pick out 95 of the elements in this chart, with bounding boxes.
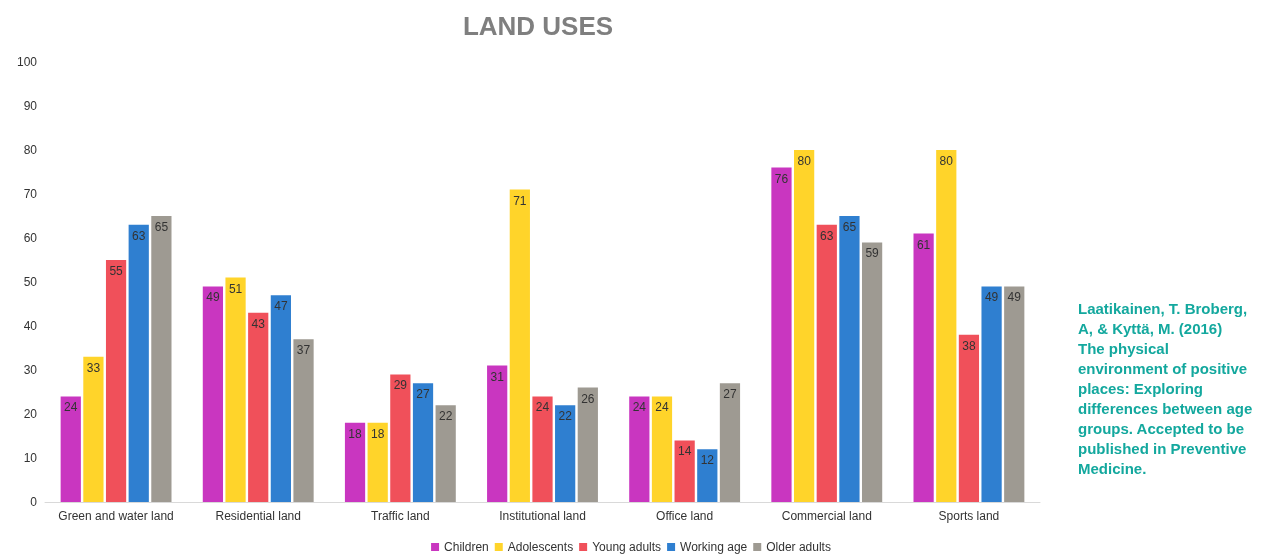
bar [225, 277, 246, 502]
x-tick-label: Commercial land [781, 509, 872, 523]
data-label: 22 [439, 409, 453, 424]
y-tick-label: 60 [23, 231, 38, 245]
data-label: 65 [842, 220, 857, 234]
bar [958, 334, 980, 502]
bar [344, 422, 366, 502]
data-label: 47 [274, 299, 288, 314]
data-label: 24 [64, 400, 78, 415]
data-label: 31 [490, 369, 505, 384]
bar [390, 374, 411, 502]
bar [509, 189, 530, 502]
bar [861, 242, 883, 502]
data-label: 55 [109, 264, 124, 278]
data-label: 38 [962, 338, 976, 353]
bar [719, 383, 741, 502]
x-tick-label: Traffic land [371, 509, 430, 523]
x-tick-label: Green and water land [58, 509, 174, 523]
data-label: 43 [251, 316, 266, 331]
legend-label: Adolescents [507, 540, 574, 554]
data-label: 24 [632, 400, 647, 415]
bar [674, 440, 695, 502]
data-label: 29 [393, 378, 408, 393]
legend-label: Children [444, 540, 489, 554]
bar [435, 405, 456, 502]
data-label: 51 [228, 281, 243, 296]
y-tick-label: 10 [23, 451, 38, 465]
data-label: 26 [581, 391, 595, 406]
x-tick-label: Office land [656, 509, 714, 523]
bar [771, 167, 792, 502]
bar [248, 312, 269, 502]
data-label: 12 [700, 453, 715, 468]
x-tick-label: Residential land [215, 509, 301, 523]
data-label: 33 [86, 360, 101, 375]
bar [487, 365, 508, 502]
bar [577, 387, 598, 502]
bar [367, 422, 388, 502]
data-label: 49 [1007, 290, 1022, 305]
data-label: 76 [774, 171, 789, 186]
bar [936, 150, 957, 502]
bar [913, 233, 934, 502]
chart-title: LAND USES [462, 11, 614, 41]
bar [651, 396, 673, 502]
bar [816, 224, 837, 502]
y-tick-label: 100 [16, 55, 38, 69]
data-label: 27 [416, 387, 431, 402]
y-tick-label: 80 [23, 143, 38, 157]
data-label: 18 [348, 426, 363, 441]
data-label: 37 [296, 343, 311, 358]
bar [794, 150, 815, 502]
bar [839, 216, 860, 502]
bar [293, 339, 314, 502]
data-label: 18 [371, 426, 385, 441]
legend-label: Working age [680, 540, 748, 554]
legend-label: Older adults [766, 540, 831, 554]
data-label: 61 [916, 237, 931, 252]
bar [270, 295, 291, 502]
bar [1004, 286, 1025, 502]
data-label: 49 [984, 290, 999, 305]
data-label: 63 [820, 228, 834, 243]
data-label: 14 [677, 444, 692, 459]
y-tick-label: 50 [23, 275, 38, 289]
y-tick-label: 70 [23, 187, 38, 201]
bar [629, 396, 650, 502]
bar [555, 405, 576, 502]
data-label: 27 [723, 387, 737, 402]
y-tick-label: 90 [23, 99, 38, 113]
data-label: 71 [513, 193, 527, 208]
data-label: 80 [939, 154, 954, 168]
data-label: 22 [558, 409, 573, 424]
y-tick-label: 40 [23, 319, 38, 333]
y-tick-label: 0 [30, 495, 38, 509]
data-label: 63 [132, 228, 146, 243]
bar [981, 286, 1002, 502]
bar [128, 224, 149, 502]
bar [697, 449, 718, 502]
y-tick-label: 30 [23, 363, 38, 377]
y-tick-label: 20 [23, 407, 38, 421]
bar [202, 286, 224, 502]
legend-label: Young adults [592, 540, 662, 554]
x-tick-label: Sports land [938, 509, 1000, 523]
data-label: 49 [206, 290, 220, 305]
data-label: 24 [535, 400, 550, 415]
data-label: 80 [797, 154, 812, 168]
data-label: 65 [154, 220, 169, 234]
bar [83, 356, 104, 502]
data-label: 59 [865, 246, 880, 261]
bar [532, 396, 553, 502]
data-label: 24 [655, 400, 669, 415]
text: Laatikainen, T. Broberg, A, & Kyttä, M. (2016) The physical environment of positive places: Exploring differences between age groups. Accepted to be published in Preventive Medicine. [1078, 299, 1253, 477]
bar [412, 383, 434, 502]
bar [105, 260, 127, 502]
bar [60, 396, 81, 502]
bar [151, 216, 172, 502]
x-tick-label: Institutional land [499, 509, 586, 523]
